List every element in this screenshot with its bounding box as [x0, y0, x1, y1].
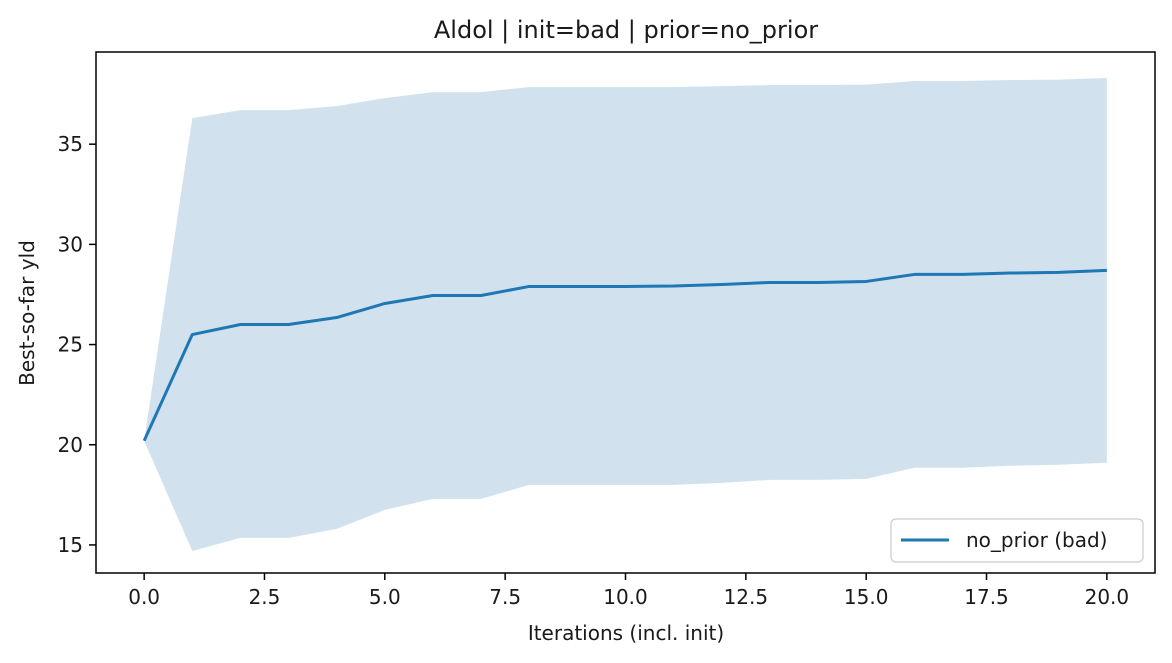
series-line-no-prior-bad [142, 268, 1107, 442]
chart-title: Aldol | init=bad | prior=no_prior [434, 16, 818, 44]
x-tick-label: 15.0 [844, 585, 889, 609]
plot-area [142, 78, 1107, 551]
x-tick-label: 20.0 [1085, 585, 1130, 609]
x-axis: 0.0 2.5 5.0 7.5 10.0 12.5 15.0 17.5 20.0 [128, 573, 1129, 609]
y-tick-label: 35 [58, 132, 83, 156]
x-axis-label: Iterations (incl. init) [528, 621, 724, 645]
y-tick-label: 25 [58, 333, 83, 357]
y-tick-label: 15 [58, 533, 83, 557]
legend: no_prior (bad) [890, 518, 1144, 563]
y-tick-label: 20 [58, 433, 83, 457]
x-tick-label: 7.5 [489, 585, 521, 609]
y-axis-label: Best-so-far yld [15, 240, 39, 386]
legend-label: no_prior (bad) [966, 528, 1107, 552]
x-tick-label: 10.0 [603, 585, 648, 609]
legend-box [890, 518, 1144, 563]
x-tick-label: 5.0 [369, 585, 401, 609]
y-tick-label: 30 [58, 232, 83, 256]
x-tick-label: 12.5 [724, 585, 769, 609]
x-tick-label: 0.0 [128, 585, 160, 609]
x-tick-label: 2.5 [249, 585, 281, 609]
y-axis: 15 20 25 30 35 [58, 132, 96, 557]
x-tick-label: 17.5 [964, 585, 1009, 609]
confidence-band [144, 78, 1107, 551]
